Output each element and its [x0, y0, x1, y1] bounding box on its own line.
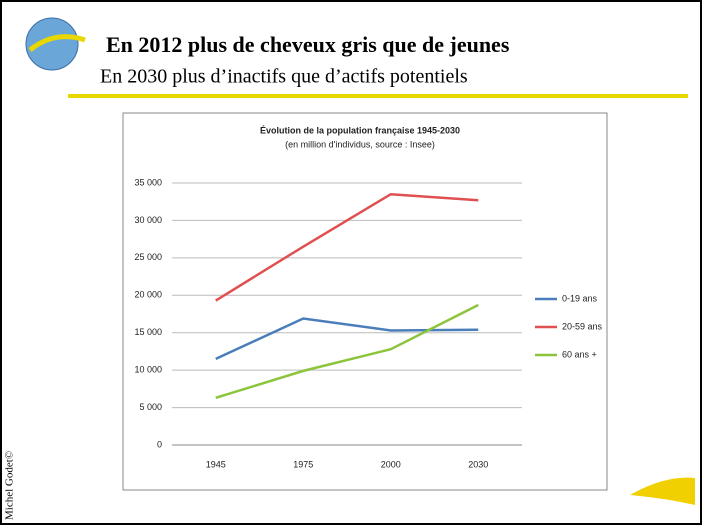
x-tick-label: 1975	[293, 459, 313, 469]
author: Michel Godet©	[4, 451, 16, 520]
corner-swoosh	[630, 477, 695, 505]
title-underline	[68, 94, 688, 98]
x-tick-label: 2030	[468, 459, 488, 469]
y-tick-label: 20 000	[134, 290, 162, 300]
y-tick-label: 5 000	[139, 402, 162, 412]
x-tick-label: 1945	[206, 459, 226, 469]
series-line	[215, 192, 479, 302]
plot: 0 5 000 10 000 15 000 20 000 25 000 30 000 35 0…	[134, 177, 602, 469]
slide-title: En 2012 plus de cheveux gris que de jeun…	[106, 32, 510, 57]
legend-label: 20-59 ans	[562, 321, 603, 331]
series-line	[215, 317, 479, 361]
y-tick-label: 10 000	[134, 365, 162, 375]
y-tick-label: 25 000	[134, 252, 162, 262]
legend-label: 0-19 ans	[562, 293, 598, 303]
logo	[25, 17, 79, 71]
chart-box	[122, 112, 608, 491]
x-tick-label: 2000	[381, 459, 401, 469]
chart-title: Évolution de la population française 194…	[260, 125, 460, 135]
slide-subtitle: En 2030 plus d’inactifs que d’actifs pot…	[100, 66, 468, 88]
y-tick-label: 30 000	[134, 215, 162, 225]
y-tick-label: 0	[157, 439, 162, 449]
y-tick-label: 15 000	[134, 327, 162, 337]
legend-label: 60 ans +	[562, 349, 597, 359]
y-tick-label: 35 000	[134, 177, 162, 187]
chart-subtitle: (en million d'individus, source : Insee)	[285, 139, 435, 149]
series-line	[215, 303, 479, 400]
logo-swoosh	[28, 34, 86, 52]
